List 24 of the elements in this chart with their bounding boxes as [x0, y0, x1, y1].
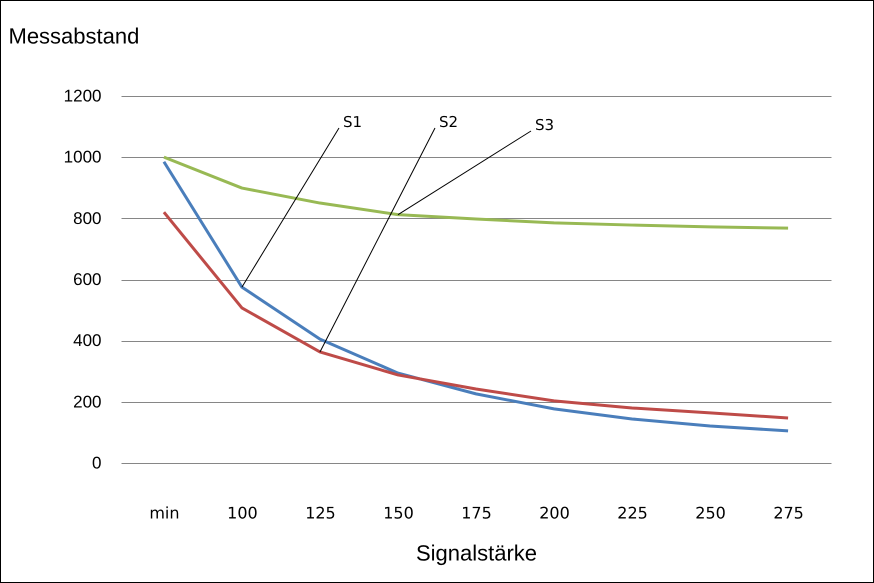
line-series — [162, 156, 790, 230]
y-tick-label: 600 — [73, 270, 102, 289]
y-axis-title: Messabstand — [8, 24, 140, 48]
x-tick-label: 225 — [617, 504, 648, 522]
line-series — [162, 160, 790, 432]
x-tick-label: 250 — [695, 504, 726, 522]
text: S2 — [439, 113, 458, 131]
x-tick-label: 175 — [461, 504, 492, 522]
x-tick-label: 150 — [383, 504, 414, 522]
x-tick-label: 125 — [305, 504, 336, 522]
y-tick-label: 0 — [92, 454, 102, 472]
x-tick-label: 275 — [773, 504, 804, 522]
y-tick-label: 200 — [73, 392, 102, 412]
y-tick-label: 400 — [73, 331, 102, 350]
y-tick-label: 800 — [73, 208, 102, 228]
x-tick-label: min — [149, 504, 180, 522]
text: S3 — [535, 116, 554, 134]
x-tick-label: 200 — [539, 504, 570, 522]
y-tick-label: 1000 — [64, 148, 102, 167]
x-tick-label: 100 — [227, 504, 258, 522]
y-tick-label: 1200 — [64, 86, 102, 106]
x-axis-title: Signalstärke — [416, 540, 538, 566]
text: S1 — [343, 113, 362, 131]
line-series — [162, 210, 790, 420]
